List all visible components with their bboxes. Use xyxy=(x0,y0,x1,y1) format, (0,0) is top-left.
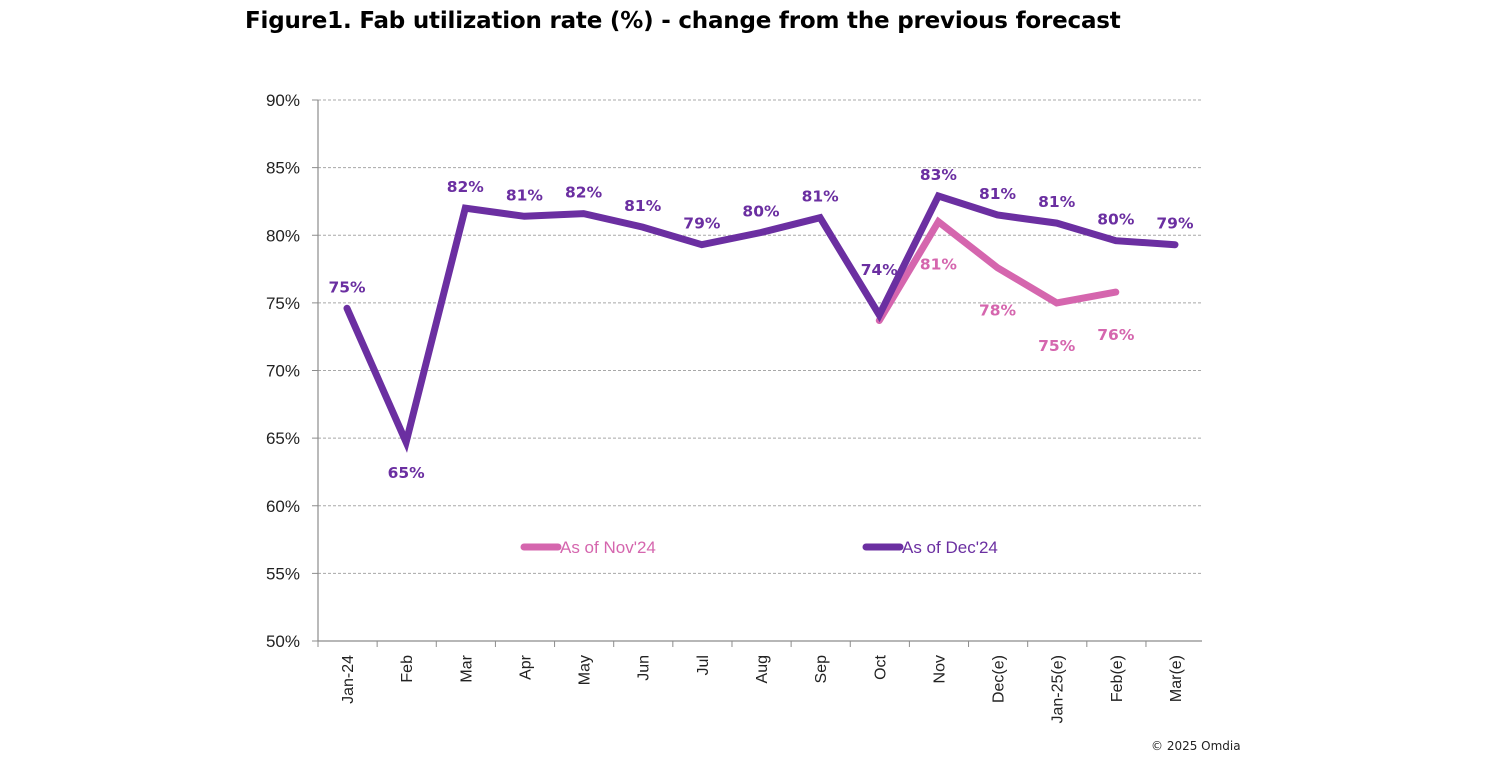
data-label-dec24: 81% xyxy=(1038,193,1076,211)
x-tick-label: Feb xyxy=(399,655,416,683)
y-tick-label: 85% xyxy=(266,159,300,178)
y-axis-tick-labels: 90% 85% 80% 75% 70% 65% 60% 55% 50% xyxy=(266,91,300,651)
data-label-dec24: 79% xyxy=(1156,215,1194,233)
data-label-dec24: 80% xyxy=(1097,211,1135,229)
y-tick-label: 50% xyxy=(266,632,300,651)
y-tick-label: 80% xyxy=(266,226,300,245)
data-label-dec24: 81% xyxy=(624,197,662,215)
x-tick-label: Sep xyxy=(813,655,830,684)
series-line-nov24 xyxy=(875,216,1120,324)
data-label-dec24: 81% xyxy=(979,185,1017,203)
y-tick-label: 65% xyxy=(266,429,300,448)
data-label-dec24: 65% xyxy=(388,464,426,482)
x-tick-label: Oct xyxy=(872,654,889,679)
y-tick-label: 60% xyxy=(266,497,300,516)
data-label-dec24: 80% xyxy=(742,203,780,221)
series-line-dec24 xyxy=(343,191,1179,453)
series-lines xyxy=(343,191,1179,453)
legend-label: As of Nov'24 xyxy=(560,538,656,557)
x-tick-label: Mar(e) xyxy=(1168,655,1185,702)
data-label-dec24: 79% xyxy=(683,215,721,233)
x-tick-label: Aug xyxy=(754,655,771,683)
legend: As of Nov'24 As of Dec'24 xyxy=(520,538,998,557)
data-label-dec24: 81% xyxy=(802,188,840,206)
data-label-nov24: 78% xyxy=(979,302,1017,320)
data-label-dec24: 82% xyxy=(565,184,603,202)
x-tick-label: Jan-24 xyxy=(340,655,357,704)
legend-item-dec24: As of Dec'24 xyxy=(862,538,998,557)
x-tick-label: May xyxy=(577,655,594,685)
y-tick-label: 55% xyxy=(266,564,300,583)
axes xyxy=(312,99,1202,647)
data-label-dec24: 74% xyxy=(861,261,899,279)
data-label-dec24: 75% xyxy=(328,278,366,296)
data-label-dec24: 81% xyxy=(506,186,544,204)
x-tick-label: Feb(e) xyxy=(1109,655,1126,702)
y-tick-label: 75% xyxy=(266,294,300,313)
legend-label: As of Dec'24 xyxy=(902,538,998,557)
copyright-notice: © 2025 Omdia xyxy=(1151,739,1241,753)
y-tick-label: 90% xyxy=(266,91,300,110)
data-label-dec24: 82% xyxy=(447,178,485,196)
x-tick-label: Jul xyxy=(695,655,712,675)
x-tick-label: Jan-25(e) xyxy=(1050,655,1067,723)
chart-title: Figure1. Fab utilization rate (%) - chan… xyxy=(245,8,1121,34)
x-tick-label: Jun xyxy=(636,655,653,681)
data-label-nov24: 76% xyxy=(1097,326,1135,344)
legend-item-nov24: As of Nov'24 xyxy=(520,538,656,557)
x-axis-tick-labels: Jan-24 Feb Mar Apr May Jun Jul Aug Sep Oct Nov Dec(… xyxy=(340,654,1185,723)
x-tick-label: Apr xyxy=(517,654,534,680)
x-tick-label: Mar xyxy=(458,654,475,682)
data-label-nov24: 75% xyxy=(1038,337,1076,355)
data-labels: 75% 65% 82% 81% 82% 81% 79% 80% 81% 74% 83% 81% 81% 8… xyxy=(328,166,1194,482)
x-tick-label: Dec(e) xyxy=(991,655,1008,703)
x-tick-label: Nov xyxy=(931,655,948,683)
data-label-nov24: 81% xyxy=(920,256,958,274)
data-label-dec24: 83% xyxy=(920,166,958,184)
y-tick-label: 70% xyxy=(266,362,300,381)
